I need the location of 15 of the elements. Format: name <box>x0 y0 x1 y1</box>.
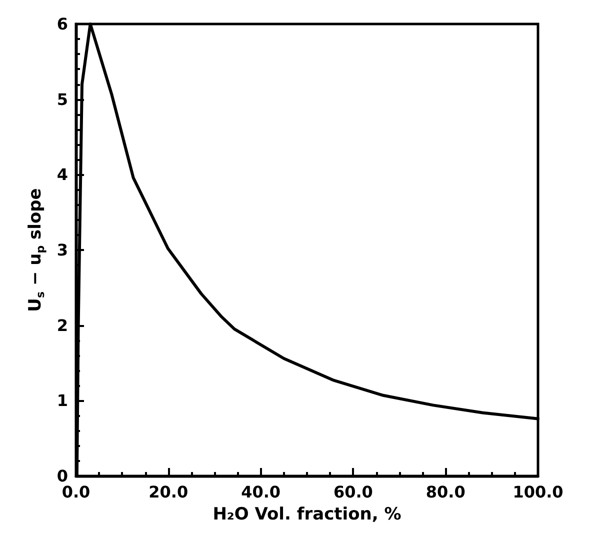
y-tick-label: 3 <box>56 240 68 260</box>
y-tick-label: 0 <box>56 466 68 486</box>
x-tick-label: 20.0 <box>148 482 188 502</box>
x-tick-label: 40.0 <box>241 482 281 502</box>
y-axis-title: Us − up slope <box>25 188 47 312</box>
x-tick-label: 60.0 <box>333 482 373 502</box>
x-tick-label: 80.0 <box>426 482 466 502</box>
x-tick-label: 0.0 <box>62 482 90 502</box>
y-tick-label: 5 <box>56 90 68 109</box>
y-tick-label: 4 <box>56 165 68 184</box>
y-tick-label: 1 <box>56 391 68 410</box>
y-tick-label: 2 <box>56 316 68 335</box>
x-axis-title: H₂O Vol. fraction, % <box>212 504 402 524</box>
x-tick-label: 100.0 <box>512 482 564 502</box>
y-tick-label: 6 <box>56 14 68 34</box>
